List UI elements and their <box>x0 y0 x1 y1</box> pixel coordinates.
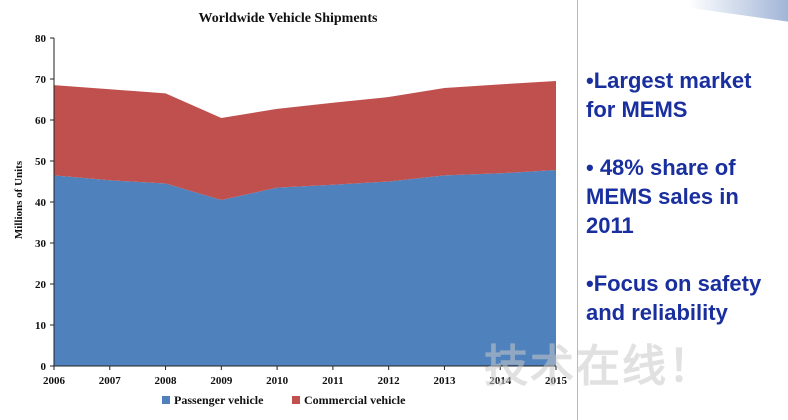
plot-area: 0 10 20 30 40 50 60 70 80 2006 2007 2008 2009 2010 201… <box>35 33 568 387</box>
bullet-list: •Largest market for MEMS • 48% share of … <box>586 66 786 356</box>
legend: Passenger vehicle Commercial vehicle <box>162 393 406 407</box>
area-commercial-vehicle <box>54 81 556 200</box>
vehicle-shipments-chart: Worldwide Vehicle Shipments Millions of … <box>13 11 568 407</box>
watermark-text: 技术在线！ <box>484 341 714 392</box>
legend-label-passenger-vehicle: Passenger vehicle <box>174 393 264 407</box>
x-tick-label: 2013 <box>433 375 456 387</box>
legend-label-commercial-vehicle: Commercial vehicle <box>304 393 406 407</box>
x-tick-label: 2006 <box>43 375 66 387</box>
bullet-safety-focus: •Focus on safety and reliability <box>586 271 762 325</box>
x-tick-label: 2007 <box>99 375 122 387</box>
decorative-stripe <box>688 0 788 25</box>
y-axis-label: Millions of Units <box>13 160 25 239</box>
y-tick-label: 0 <box>41 361 47 373</box>
y-tick-label: 20 <box>35 279 47 291</box>
bullet-mems-share: • 48% share of MEMS sales in 2011 <box>586 155 739 238</box>
area-passenger-vehicle <box>54 170 556 366</box>
x-tick-label: 2012 <box>378 375 401 387</box>
y-tick-label: 80 <box>35 33 47 45</box>
y-tick-label: 30 <box>35 238 47 250</box>
chart-title: Worldwide Vehicle Shipments <box>199 11 378 26</box>
legend-swatch-passenger-vehicle <box>162 396 170 404</box>
legend-swatch-commercial-vehicle <box>292 396 300 404</box>
x-tick-label: 2015 <box>545 375 568 387</box>
x-tick-label: 2011 <box>322 375 343 387</box>
x-tick-label: 2014 <box>489 375 512 387</box>
y-tick-label: 40 <box>35 197 47 209</box>
x-tick-label: 2009 <box>210 375 233 387</box>
bullet-largest-market: •Largest market for MEMS <box>586 68 752 122</box>
x-tick-label: 2008 <box>155 375 178 387</box>
y-tick-label: 10 <box>35 320 47 332</box>
y-tick-label: 50 <box>35 156 47 168</box>
x-tick-label: 2010 <box>266 375 289 387</box>
y-tick-label: 60 <box>35 115 47 127</box>
y-tick-label: 70 <box>35 74 47 86</box>
chart-panel: Worldwide Vehicle Shipments Millions of … <box>13 0 578 420</box>
